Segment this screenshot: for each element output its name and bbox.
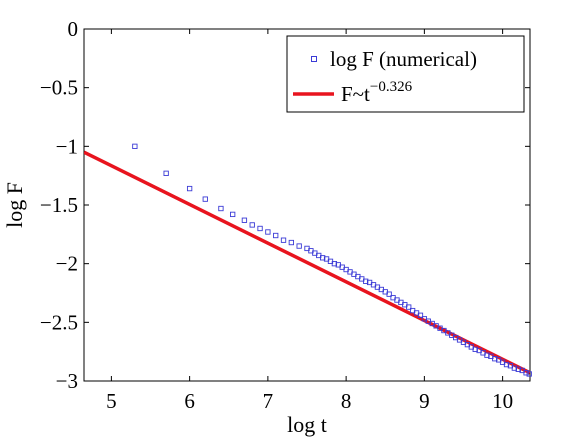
- data-point: [523, 370, 529, 376]
- data-point: [273, 232, 279, 239]
- legend-label-fit-base: F~t: [341, 82, 370, 106]
- data-point: [241, 217, 248, 223]
- data-point: [249, 222, 255, 228]
- data-point: [296, 243, 302, 249]
- data-point: [186, 185, 193, 192]
- y-tick-label: −1.5: [40, 193, 78, 217]
- legend-marker-points: [311, 56, 317, 62]
- data-point: [386, 291, 392, 297]
- data-point: [163, 170, 169, 176]
- x-tick-label: 7: [263, 389, 274, 413]
- data-point: [503, 361, 510, 368]
- data-point: [319, 255, 326, 261]
- data-point: [202, 196, 208, 202]
- data-point: [417, 312, 424, 318]
- data-point: [230, 211, 236, 218]
- legend-label-fit: F~t−0.326: [341, 79, 413, 106]
- data-point: [484, 352, 490, 358]
- axis-ticks: [84, 28, 530, 382]
- data-point: [280, 237, 287, 243]
- data-point: [132, 143, 138, 149]
- x-axis-label: log t: [287, 412, 327, 437]
- x-tick-label: 6: [184, 389, 195, 413]
- data-point: [218, 205, 224, 212]
- data-point: [265, 229, 271, 235]
- x-tick-label: 5: [106, 389, 117, 413]
- y-tick-label: −2.5: [40, 310, 78, 334]
- data-point: [515, 366, 521, 372]
- legend-label-numerical: log F (numerical): [330, 47, 477, 71]
- data-point: [363, 278, 369, 284]
- data-point: [257, 225, 263, 232]
- y-tick-labels: 0 −0.5 −1 −1.5 −2 −2.5 −3: [40, 17, 78, 393]
- fit-line-series: [84, 150, 530, 375]
- legend-label-fit-exponent: −0.326: [370, 79, 413, 95]
- y-tick-label: −3: [56, 369, 78, 393]
- data-point: [511, 365, 518, 371]
- y-axis-label: log F: [2, 182, 27, 228]
- legend: log F (numerical) F~t−0.326: [286, 35, 525, 113]
- fit-line: [84, 150, 530, 375]
- data-point: [331, 261, 338, 267]
- y-tick-label: 0: [68, 17, 79, 41]
- x-tick-label: 8: [341, 389, 352, 413]
- data-point: [472, 346, 478, 352]
- y-tick-label: −0.5: [40, 76, 78, 100]
- x-tick-label: 9: [419, 389, 430, 413]
- y-tick-label: −1: [56, 134, 78, 158]
- data-point: [526, 371, 532, 377]
- x-tick-labels: 5 6 7 8 9 10: [106, 389, 513, 413]
- data-point: [288, 239, 295, 246]
- legend-box: [286, 35, 525, 113]
- data-point: [406, 304, 412, 310]
- data-point: [492, 356, 498, 362]
- x-tick-label: 10: [492, 389, 513, 413]
- numerical-points-series: [132, 143, 532, 377]
- y-tick-label: −2: [56, 252, 78, 276]
